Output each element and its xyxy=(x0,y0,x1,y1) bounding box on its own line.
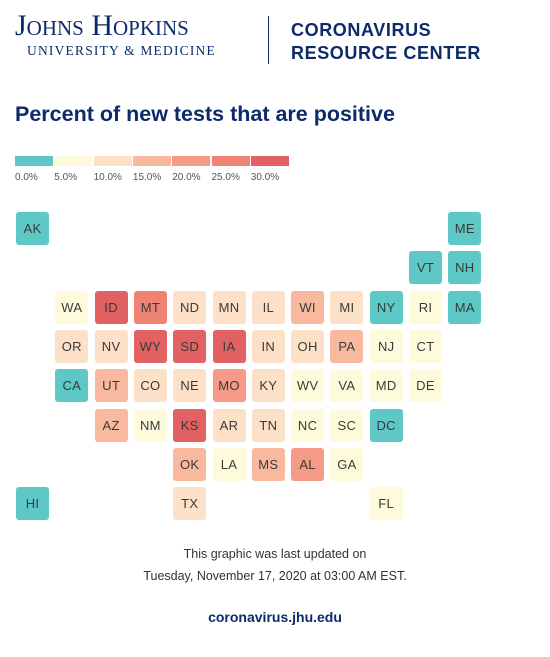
state-tile-in[interactable]: IN xyxy=(251,329,285,363)
legend-label: 25.0% xyxy=(211,172,240,183)
resource-line1: CORONAVIRUS xyxy=(291,20,432,40)
legend-label: 20.0% xyxy=(172,172,201,183)
state-tile-ct[interactable]: CT xyxy=(409,329,442,363)
state-tile-nv[interactable]: NV xyxy=(94,329,128,363)
legend-swatch xyxy=(15,156,53,166)
legend-swatch xyxy=(93,156,132,166)
logo-line2: UNIVERSITY & MEDICINE xyxy=(27,43,216,58)
legend-swatch xyxy=(54,156,93,166)
state-tile-co[interactable]: CO xyxy=(133,369,167,403)
state-tile-vt[interactable]: VT xyxy=(409,251,442,285)
state-tile-nh[interactable]: NH xyxy=(448,251,482,285)
state-tile-me[interactable]: ME xyxy=(448,212,482,245)
state-tile-tx[interactable]: TX xyxy=(173,487,207,521)
state-tile-de[interactable]: DE xyxy=(409,369,442,403)
state-tile-hi[interactable]: HI xyxy=(16,487,49,521)
state-tile-il[interactable]: IL xyxy=(251,290,285,324)
state-tile-nd[interactable]: ND xyxy=(173,290,207,324)
source-link[interactable]: coronavirus.jhu.edu xyxy=(208,609,342,625)
jhu-logo: Johns Hopkins UNIVERSITY & MEDICINE xyxy=(15,10,250,60)
state-tile-va[interactable]: VA xyxy=(330,369,364,403)
state-tile-al[interactable]: AL xyxy=(291,447,325,481)
logo-divider xyxy=(268,16,269,64)
state-tile-ar[interactable]: AR xyxy=(212,408,246,442)
state-tile-sd[interactable]: SD xyxy=(173,329,207,363)
legend-swatch xyxy=(250,156,289,166)
state-tile-ok[interactable]: OK xyxy=(173,447,207,481)
legend-swatch xyxy=(211,156,250,166)
state-tile-ne[interactable]: NE xyxy=(173,369,207,403)
state-tile-dc[interactable]: DC xyxy=(369,408,403,442)
state-tile-mn[interactable]: MN xyxy=(212,290,246,324)
legend-label: 5.0% xyxy=(54,172,78,183)
state-tile-ny[interactable]: NY xyxy=(369,290,403,324)
state-tile-mo[interactable]: MO xyxy=(212,369,246,403)
state-tile-mi[interactable]: MI xyxy=(330,290,364,324)
state-tile-ga[interactable]: GA xyxy=(330,447,364,481)
state-tile-or[interactable]: OR xyxy=(55,329,89,363)
state-tile-nm[interactable]: NM xyxy=(133,408,167,442)
state-tile-wi[interactable]: WI xyxy=(291,290,325,324)
state-tile-ca[interactable]: CA xyxy=(55,369,89,403)
update-note: This graphic was last updated on xyxy=(183,547,367,561)
legend-swatch xyxy=(132,156,171,166)
state-tile-ut[interactable]: UT xyxy=(94,369,128,403)
state-tile-fl[interactable]: FL xyxy=(369,487,403,521)
state-tile-ma[interactable]: MA xyxy=(448,290,482,324)
legend-label: 15.0% xyxy=(132,172,162,183)
state-tile-wv[interactable]: WV xyxy=(291,369,325,403)
legend-label: 0.0% xyxy=(15,172,38,183)
state-tile-wa[interactable]: WA xyxy=(55,290,89,324)
state-tile-ms[interactable]: MS xyxy=(251,447,285,481)
state-tile-md[interactable]: MD xyxy=(369,369,403,403)
state-tile-nj[interactable]: NJ xyxy=(369,329,403,363)
state-tile-mt[interactable]: MT xyxy=(133,290,167,324)
resource-line2: RESOURCE CENTER xyxy=(291,43,482,63)
state-tile-id[interactable]: ID xyxy=(94,290,128,324)
logo-line1: Johns Hopkins xyxy=(15,9,189,42)
state-tile-ak[interactable]: AK xyxy=(16,212,49,245)
state-tile-wy[interactable]: WY xyxy=(133,329,167,363)
page-title: Percent of new tests that are positive xyxy=(15,102,395,126)
legend-swatch xyxy=(172,156,211,166)
state-tile-la[interactable]: LA xyxy=(212,447,246,481)
state-tile-ia[interactable]: IA xyxy=(212,329,246,363)
state-tile-oh[interactable]: OH xyxy=(291,329,325,363)
state-tile-ky[interactable]: KY xyxy=(251,369,285,403)
state-tile-nc[interactable]: NC xyxy=(291,408,325,442)
state-tile-ri[interactable]: RI xyxy=(409,290,442,324)
update-timestamp: Tuesday, November 17, 2020 at 03:00 AM E… xyxy=(143,569,407,583)
resource-center-logo: CORONAVIRUS RESOURCE CENTER xyxy=(291,19,481,65)
state-tile-pa[interactable]: PA xyxy=(330,329,364,363)
state-tile-ks[interactable]: KS xyxy=(173,408,207,442)
legend-label: 10.0% xyxy=(93,172,122,183)
state-tile-tn[interactable]: TN xyxy=(251,408,285,442)
legend-label: 30.0% xyxy=(250,172,280,183)
state-tile-az[interactable]: AZ xyxy=(94,408,128,442)
state-tile-sc[interactable]: SC xyxy=(330,408,364,442)
